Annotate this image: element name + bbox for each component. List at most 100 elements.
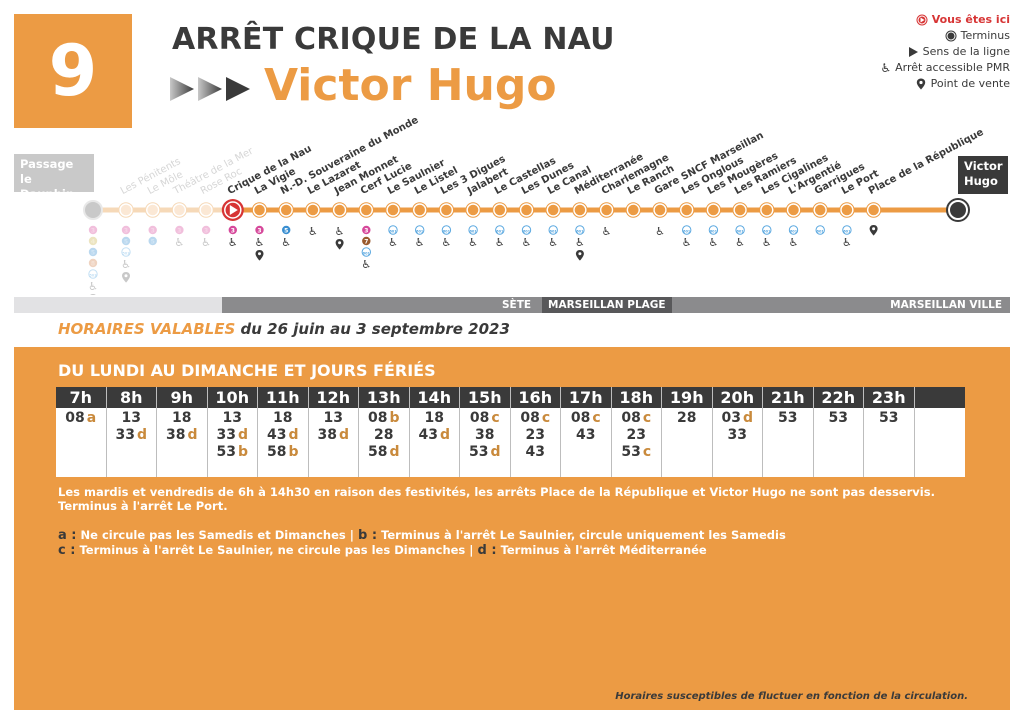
departure-minute: 38 <box>317 427 337 443</box>
hour-column: 18h 08 c 23 53 c <box>611 387 662 477</box>
stop-marker <box>786 203 801 217</box>
stop-marker <box>332 203 347 217</box>
map-pin-icon <box>869 225 878 236</box>
departure-time: 53 c <box>612 444 662 461</box>
departure-minute: 08 <box>621 410 641 426</box>
hour-column: 7h 08 a <box>56 387 107 477</box>
departure-minute: 53 <box>828 410 848 426</box>
footnote-key-a: a : <box>58 528 77 543</box>
departures-cell: 18 43 d <box>410 408 460 477</box>
departure-minute: 53 <box>879 410 899 426</box>
wheelchair-icon: ♿ <box>281 236 291 249</box>
wheelchair-icon: ♿ <box>201 236 211 249</box>
departure-time: 18 <box>157 410 207 427</box>
connection-line-icon <box>88 247 98 257</box>
connection-line-icon <box>361 247 371 257</box>
stop-marker-ring <box>118 202 134 218</box>
connection-line-number: 601 <box>763 230 771 234</box>
departure-minute: 13 <box>121 410 141 426</box>
departure-time: 23 <box>612 427 662 444</box>
connection-line-icon <box>88 236 98 246</box>
departure-time: 53 <box>763 410 813 427</box>
departure-minute: 18 <box>172 410 192 426</box>
connection-line-icon <box>362 236 371 246</box>
departure-footnote-mark: b <box>389 410 400 426</box>
wheelchair-icon: ♿ <box>88 280 98 293</box>
hour-header: 20h <box>712 387 762 408</box>
stop-marker-ring <box>598 202 615 218</box>
connection-line-number: 3 <box>124 228 128 235</box>
hour-column: 21h 53 <box>763 387 814 477</box>
wheelchair-icon: ♿ <box>880 61 892 75</box>
stop-title: ARRÊT CRIQUE DE LA NAU <box>172 22 615 57</box>
hour-column: 23h 53 <box>864 387 915 477</box>
departure-time: 18 <box>258 410 308 427</box>
wheelchair-icon: ♿ <box>842 236 852 249</box>
stop-marker <box>733 203 747 217</box>
you-are-here-icon <box>916 14 928 26</box>
departure-minute: 43 <box>418 427 438 443</box>
stop-marker <box>493 203 507 217</box>
departure-time: 38 d <box>309 427 359 444</box>
wheelchair-icon: ♿ <box>548 236 558 249</box>
stop-marker-ring <box>278 202 294 218</box>
departures-cell: 13 38 d <box>309 408 359 477</box>
departure-footnote-mark: b <box>288 444 299 460</box>
connection-line-number: 3 <box>91 228 95 235</box>
connection-line-icon <box>708 225 719 235</box>
wheelchair-icon: ♿ <box>121 258 131 271</box>
hour-column <box>914 387 965 477</box>
zone-bar: SÈTE MARSEILLAN PLAGE MARSEILLAN VILLE <box>14 297 1010 313</box>
stop-marker-ring <box>358 202 374 218</box>
stop-marker-ring <box>305 202 321 218</box>
stop-marker <box>439 203 454 217</box>
stop-marker <box>599 203 614 217</box>
stop-marker <box>412 203 427 217</box>
wheelchair-icon: ♿ <box>255 236 265 249</box>
connection-line-icon <box>148 236 157 246</box>
timetable-grid: 7h 08 a 8h 13 33 d 9h 18 38 d 10h 13 33 d 53 b 11h 18 43 d 58… <box>56 387 981 477</box>
departures-cell: 08 c 38 53 d <box>460 408 510 477</box>
departure-minute: 03 <box>721 410 741 426</box>
departure-minute: 08 <box>469 410 490 426</box>
stop-marker-ring <box>171 202 188 218</box>
departure-footnote-mark: d <box>136 427 147 443</box>
legend-label: Sens de la ligne <box>922 45 1010 58</box>
departure-time: 38 d <box>157 427 207 444</box>
stop-marker <box>306 203 320 217</box>
departure-time: 33 d <box>208 427 258 444</box>
start-terminal-label: Passage le Dauphin <box>14 154 94 201</box>
stop-marker <box>386 203 400 217</box>
end-terminus-marker <box>948 200 968 220</box>
hour-column: 17h 08 c 43 <box>561 387 612 477</box>
stop-marker-ring <box>572 202 588 218</box>
departures-cell: 08 c 23 43 <box>511 408 561 477</box>
stop-marker-ring <box>545 202 561 218</box>
wheelchair-icon: ♿ <box>789 236 799 249</box>
footnotes: a : Ne circule pas les Samedis et Dimanc… <box>58 528 786 558</box>
end-terminal-label: Victor Hugo <box>958 156 1008 194</box>
stop-marker <box>706 203 721 217</box>
departure-footnote-mark: c <box>642 410 652 426</box>
departure-time: 43 <box>561 427 611 444</box>
stop-marker <box>679 203 694 217</box>
stop-marker-ring <box>652 202 668 218</box>
connection-line-icon <box>548 225 558 235</box>
stop-marker-ring <box>492 202 508 218</box>
stop-marker-ring <box>679 202 695 218</box>
connection-line-number: 601 <box>817 230 825 234</box>
connection-line-icon <box>282 225 291 235</box>
zone-past <box>14 297 222 313</box>
map-pin-icon <box>575 250 584 261</box>
route-map: Passage le Dauphin Victor Hugo 3 4 5 8 503 ♿ 3… <box>0 115 1024 295</box>
connection-line-icon <box>788 225 799 235</box>
departure-minute: 08 <box>367 410 388 426</box>
departure-minute: 08 <box>570 410 591 426</box>
stop-marker <box>866 203 881 217</box>
connection-line-number: 7 <box>364 239 368 246</box>
hour-header: 19h <box>662 387 712 408</box>
footnote-b: Terminus à l'arrêt Le Saulnier, circule … <box>381 528 786 542</box>
connection-line-number: 601 <box>469 230 477 234</box>
hour-column: 11h 18 43 d 58 b <box>258 387 309 477</box>
departure-footnote-mark: d <box>742 410 753 426</box>
